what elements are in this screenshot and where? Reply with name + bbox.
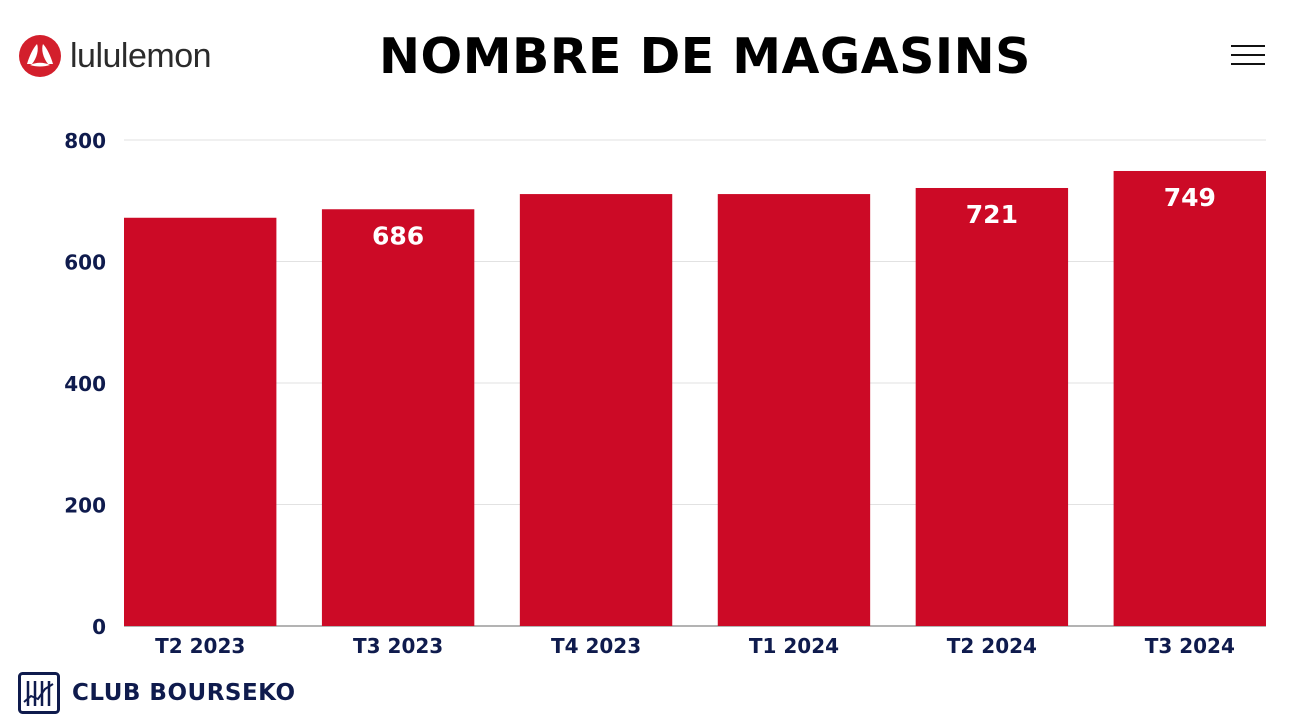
x-tick-label: T4 2023 — [551, 634, 641, 658]
lululemon-logo-icon — [19, 35, 61, 77]
y-tick-label: 600 — [64, 251, 106, 275]
hamburger-menu-icon[interactable] — [1231, 42, 1267, 68]
bar-t3-2024 — [1113, 170, 1266, 627]
footer-brand[interactable]: CLUB BOURSEKO — [18, 672, 296, 714]
y-tick-label: 800 — [64, 129, 106, 153]
brand-name: lululemon — [70, 37, 212, 75]
data-label: 749 — [1164, 183, 1216, 212]
footer-label: CLUB BOURSEKO — [72, 680, 296, 706]
page-title: NOMBRE DE MAGASINS — [379, 28, 1031, 85]
bar-t2-2023 — [124, 217, 277, 626]
x-tick-label: T2 2024 — [947, 634, 1037, 658]
data-label: 721 — [966, 200, 1018, 229]
y-tick-label: 200 — [64, 494, 106, 518]
y-tick-label: 0 — [92, 615, 106, 639]
x-tick-label: T3 2024 — [1145, 634, 1235, 658]
bourseko-chart-icon — [18, 672, 60, 714]
brand-logo[interactable]: lululemon — [18, 34, 212, 78]
x-tick-label: T2 2023 — [155, 634, 245, 658]
bar-t4-2023 — [519, 194, 673, 626]
data-label: 686 — [372, 221, 424, 250]
bar-t3-2023 — [321, 209, 475, 626]
bar-t2-2024 — [915, 187, 1069, 626]
x-tick-label: T1 2024 — [749, 634, 839, 658]
x-tick-label: T3 2023 — [353, 634, 443, 658]
y-tick-label: 400 — [64, 372, 106, 396]
bar-t1-2024 — [717, 194, 871, 626]
